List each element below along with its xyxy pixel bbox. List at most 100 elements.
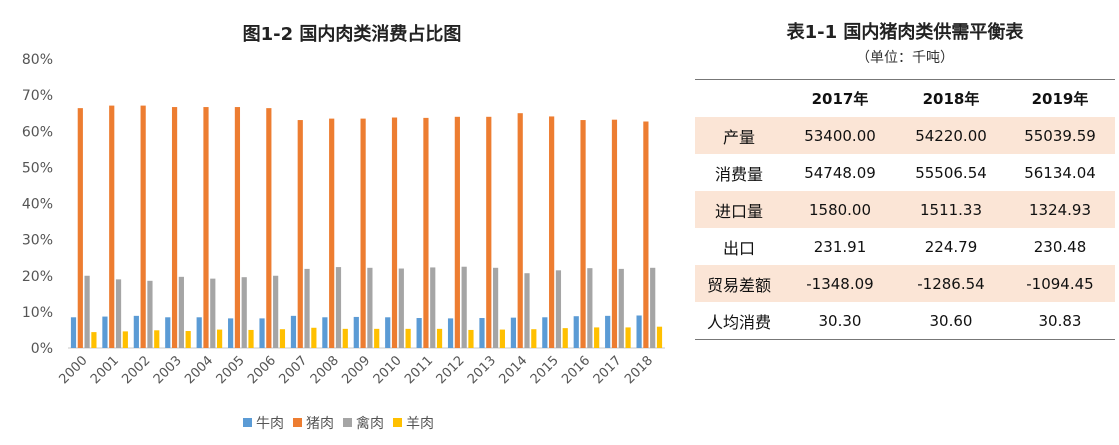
table-header-row: 2017年 2018年 2019年 <box>695 79 1115 117</box>
row-label: 进口量 <box>695 191 783 228</box>
bar <box>102 316 108 348</box>
bar <box>353 316 359 348</box>
bar <box>580 120 586 348</box>
bar <box>304 268 310 348</box>
bar <box>618 268 624 348</box>
supply-table-panel: 表1-1 国内猪肉类供需平衡表 （单位：千吨） 2017年 2018年 2019… <box>695 0 1115 445</box>
table-cell: 54220.00 <box>897 117 1005 154</box>
bar <box>423 117 429 348</box>
bar <box>84 275 90 348</box>
x-tick-label: 2006 <box>245 353 279 387</box>
bar <box>234 107 241 348</box>
bar <box>625 327 631 348</box>
table-cell: 55039.59 <box>1005 117 1115 154</box>
bar <box>430 267 436 348</box>
bar <box>650 267 656 348</box>
bar <box>499 329 505 348</box>
bar <box>273 275 279 348</box>
legend-label: 羊肉 <box>406 416 434 432</box>
bar <box>70 317 77 348</box>
bar <box>549 116 555 348</box>
header-cell: 2017年 <box>783 79 897 117</box>
x-tick-label: 2015 <box>528 353 562 387</box>
bar <box>165 317 171 348</box>
table-cell: 30.30 <box>783 302 897 340</box>
row-label: 消费量 <box>714 164 763 184</box>
bar <box>461 266 467 348</box>
legend-swatch <box>293 418 302 427</box>
bar <box>196 317 202 348</box>
bar <box>228 318 234 348</box>
bar <box>360 118 366 348</box>
bar <box>241 277 247 348</box>
bar <box>468 329 474 348</box>
legend-label: 牛肉 <box>256 416 284 432</box>
chart-title: 图1-2 国内肉类消费占比图 <box>243 23 462 45</box>
table-title: 表1-1 国内猪肉类供需平衡表 <box>786 22 1024 43</box>
table-cell: 53400.00 <box>783 117 897 154</box>
bar <box>203 107 209 348</box>
bar <box>311 327 317 348</box>
x-tick-label: 2002 <box>119 353 153 387</box>
x-tick-label: 2005 <box>214 353 248 387</box>
bar <box>594 327 600 348</box>
bar-chart: 图1-2 国内肉类消费占比图 0% 10% 20% 30% 40% 50% 60% 70% 80%… <box>22 23 665 432</box>
bar <box>605 315 611 348</box>
row-label: 贸易差额 <box>695 265 783 302</box>
y-tick-label: 0% <box>31 341 53 357</box>
bar <box>140 105 146 348</box>
x-tick-label: 2004 <box>182 353 216 387</box>
bar <box>454 116 460 348</box>
table-cell: 55506.54 <box>915 163 987 182</box>
bar <box>436 328 443 348</box>
bar <box>178 276 184 348</box>
y-tick-label: 50% <box>22 160 53 176</box>
header-cell: 2019年 <box>1005 79 1115 117</box>
bar <box>335 267 342 348</box>
bar <box>398 268 404 348</box>
bar <box>248 329 254 348</box>
table-cell: 54748.09 <box>804 163 876 182</box>
bar <box>216 329 223 348</box>
bar-chart-panel: 图1-2 国内肉类消费占比图 0% 10% 20% 30% 40% 50% 60% 70% 80%… <box>22 23 665 432</box>
x-tick-label: 2012 <box>434 353 468 387</box>
bar <box>555 270 562 348</box>
table-row: 贸易差额 -1348.09 -1286.54 -1094.45 <box>695 265 1115 302</box>
bar <box>492 267 499 348</box>
table-cell: 224.79 <box>924 237 978 256</box>
bar <box>517 113 523 348</box>
bar <box>210 278 216 348</box>
x-tick-label: 2010 <box>371 353 405 387</box>
y-tick-label: 20% <box>22 269 53 285</box>
bar <box>416 318 422 348</box>
bar <box>510 317 517 348</box>
bar <box>342 328 348 348</box>
supply-table: 2017年 2018年 2019年 产量 53400.00 54220.00 5… <box>695 79 1115 340</box>
bar <box>405 328 411 348</box>
y-tick-label: 40% <box>22 197 53 213</box>
header-cell: 2018年 <box>897 79 1005 117</box>
bar <box>279 329 286 348</box>
table-cell: 30.83 <box>1005 302 1115 340</box>
bar <box>171 107 178 348</box>
table-cell: -1286.54 <box>897 265 1005 302</box>
bar <box>447 318 454 348</box>
bar <box>587 268 593 348</box>
legend-swatch <box>243 418 252 427</box>
row-label: 产量 <box>695 117 783 154</box>
table-cell: 56134.04 <box>1024 163 1096 182</box>
bar <box>154 330 160 348</box>
x-tick-label: 2009 <box>339 353 373 387</box>
legend-label: 禽肉 <box>356 415 384 432</box>
table-row: 进口量 1580.00 1511.33 1324.93 <box>695 191 1115 228</box>
x-tick-label: 2016 <box>559 353 593 387</box>
bar <box>643 121 649 348</box>
legend-swatch <box>393 418 402 427</box>
legend-swatch <box>343 418 352 427</box>
bar <box>259 318 265 348</box>
bar <box>77 108 83 348</box>
row-label: 人均消费 <box>695 302 783 340</box>
table-row: 产量 53400.00 54220.00 55039.59 <box>695 117 1115 154</box>
bar <box>636 315 642 348</box>
bar <box>133 315 139 348</box>
